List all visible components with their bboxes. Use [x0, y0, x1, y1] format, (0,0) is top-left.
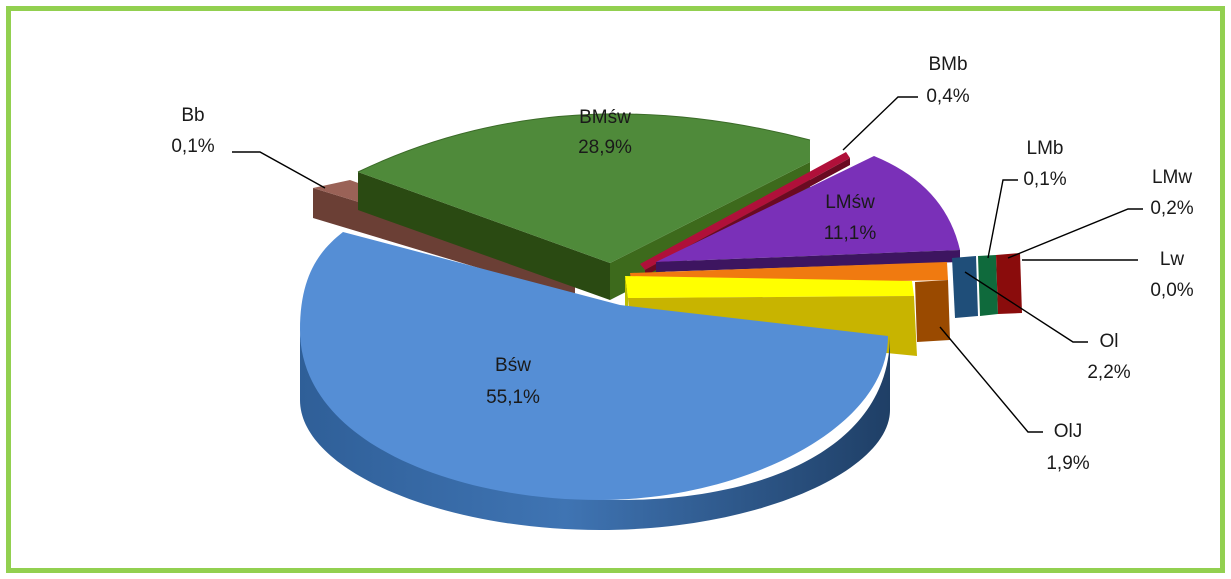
leader-lmb — [987, 179, 1018, 259]
slice-lw — [996, 253, 1022, 314]
label-olj-value: 1,9% — [1046, 453, 1089, 474]
label-olj-name: OlJ — [1054, 421, 1083, 442]
chart-frame: BMśw 28,9% LMśw 11,1% Bśw 55,1% Bb 0,1% … — [6, 6, 1225, 573]
label-bmsw-value: 28,9% — [578, 137, 632, 158]
label-bmsw-name: BMśw — [579, 107, 631, 128]
slice-lmsw — [656, 156, 960, 272]
leader-bmb — [842, 96, 918, 151]
label-lmw-name: LMw — [1152, 167, 1192, 188]
label-lmb-name: LMb — [1027, 138, 1064, 159]
leader-lmw — [1007, 208, 1143, 259]
label-bsw-value: 55,1% — [486, 387, 540, 408]
slice-lmb — [952, 256, 978, 318]
label-lmsw-name: LMśw — [825, 192, 875, 213]
leader-bb — [232, 151, 326, 189]
pie-chart: BMśw 28,9% LMśw 11,1% Bśw 55,1% Bb 0,1% … — [171, 54, 1194, 530]
label-lw-name: Lw — [1160, 249, 1185, 270]
label-ol-name: Ol — [1100, 331, 1119, 352]
label-lmsw-value: 11,1% — [824, 223, 877, 244]
leader-olj — [939, 326, 1043, 433]
label-bb-value: 0,1% — [171, 136, 214, 157]
slice-lmw — [978, 255, 998, 316]
leader-ol — [964, 271, 1088, 343]
label-lmb-value: 0,1% — [1023, 169, 1066, 190]
label-ol-value: 2,2% — [1087, 362, 1130, 383]
label-bmb-name: BMb — [928, 54, 967, 75]
slice-bsw — [300, 232, 890, 530]
label-lmw-value: 0,2% — [1150, 198, 1193, 219]
label-bmb-value: 0,4% — [926, 86, 969, 107]
label-lw-value: 0,0% — [1150, 280, 1193, 301]
label-bsw-name: Bśw — [495, 355, 531, 376]
label-bb-name: Bb — [181, 105, 204, 126]
